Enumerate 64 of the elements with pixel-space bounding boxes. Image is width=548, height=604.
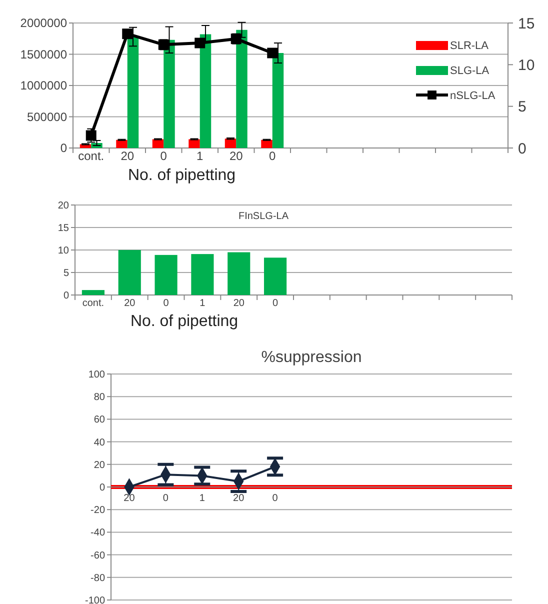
point bbox=[122, 28, 133, 40]
y-tick-label: -60 bbox=[90, 550, 106, 562]
x-tick-label: 0 bbox=[163, 298, 170, 309]
bar bbox=[82, 290, 104, 295]
y-tick-label: 2000000 bbox=[20, 16, 68, 30]
x-tick-label: 1 bbox=[200, 298, 206, 309]
y-tick-label: 0 bbox=[63, 290, 70, 302]
bar bbox=[236, 30, 248, 148]
bar bbox=[116, 140, 128, 148]
bar bbox=[154, 254, 178, 295]
y-tick-label: -20 bbox=[90, 505, 106, 516]
x-tick-label: 1 bbox=[196, 149, 204, 163]
x-tick-label: cont. bbox=[82, 298, 104, 309]
bar bbox=[118, 250, 141, 295]
text: FInSLG-LA bbox=[238, 211, 289, 222]
bar bbox=[200, 34, 212, 148]
x-tick-label: 0 bbox=[160, 149, 168, 163]
legend-label: SLR-LA bbox=[450, 40, 490, 52]
x-tick-label: 0 bbox=[272, 493, 278, 504]
bar bbox=[224, 138, 236, 148]
y-tick-label: -40 bbox=[90, 528, 106, 539]
bar bbox=[261, 140, 272, 148]
x-tick-label: 20 bbox=[124, 493, 136, 504]
y-tick-label: 1000000 bbox=[20, 78, 68, 93]
x-axis-title: No. of pipetting bbox=[128, 167, 236, 184]
y-tick-label: 40 bbox=[94, 437, 106, 448]
x-tick-label: 0 bbox=[272, 298, 279, 309]
x-tick-label: 20 bbox=[124, 298, 136, 309]
point bbox=[194, 38, 206, 48]
bar bbox=[272, 53, 284, 148]
x-tick-label: 1 bbox=[199, 493, 206, 504]
x-tick-label: 0 bbox=[269, 149, 276, 163]
x-tick-label: 20 bbox=[229, 149, 244, 163]
y-tick-label: -100 bbox=[84, 596, 106, 604]
bar bbox=[191, 254, 214, 295]
x-tick-label: 20 bbox=[120, 149, 134, 163]
y2-tick-label: 15 bbox=[518, 15, 535, 32]
x-axis-title: No. of pipetting bbox=[130, 313, 238, 330]
legend-label: SLG-LA bbox=[450, 64, 490, 77]
x-tick-label: cont. bbox=[78, 149, 104, 163]
y-tick-label: 0 bbox=[99, 482, 106, 494]
bar bbox=[127, 36, 139, 148]
y-tick-label: 500000 bbox=[26, 110, 68, 124]
y-tick-label: 5 bbox=[63, 268, 70, 279]
y-tick-label: 15 bbox=[58, 223, 70, 234]
y-tick-label: -80 bbox=[90, 572, 106, 584]
y-tick-label: 20 bbox=[58, 200, 70, 212]
y-tick-label: 1500000 bbox=[20, 47, 68, 62]
y2-tick-label: 10 bbox=[518, 56, 535, 74]
bar bbox=[228, 252, 250, 295]
y-tick-label: 80 bbox=[94, 392, 106, 404]
bar bbox=[164, 40, 175, 148]
y2-tick-label: 5 bbox=[518, 98, 526, 116]
x-tick-label: 20 bbox=[233, 298, 245, 309]
legend-label: nSLG-LA bbox=[450, 90, 496, 102]
point bbox=[267, 48, 278, 58]
x-tick-label: 20 bbox=[233, 493, 245, 504]
chart-title: %suppression bbox=[261, 349, 362, 366]
y-tick-label: 100 bbox=[88, 370, 106, 380]
y-tick-label: 20 bbox=[94, 460, 106, 471]
x-tick-label: 0 bbox=[162, 493, 169, 504]
bar bbox=[264, 258, 287, 295]
y-tick-label: 60 bbox=[94, 414, 106, 426]
y-tick-label: 10 bbox=[58, 246, 70, 256]
